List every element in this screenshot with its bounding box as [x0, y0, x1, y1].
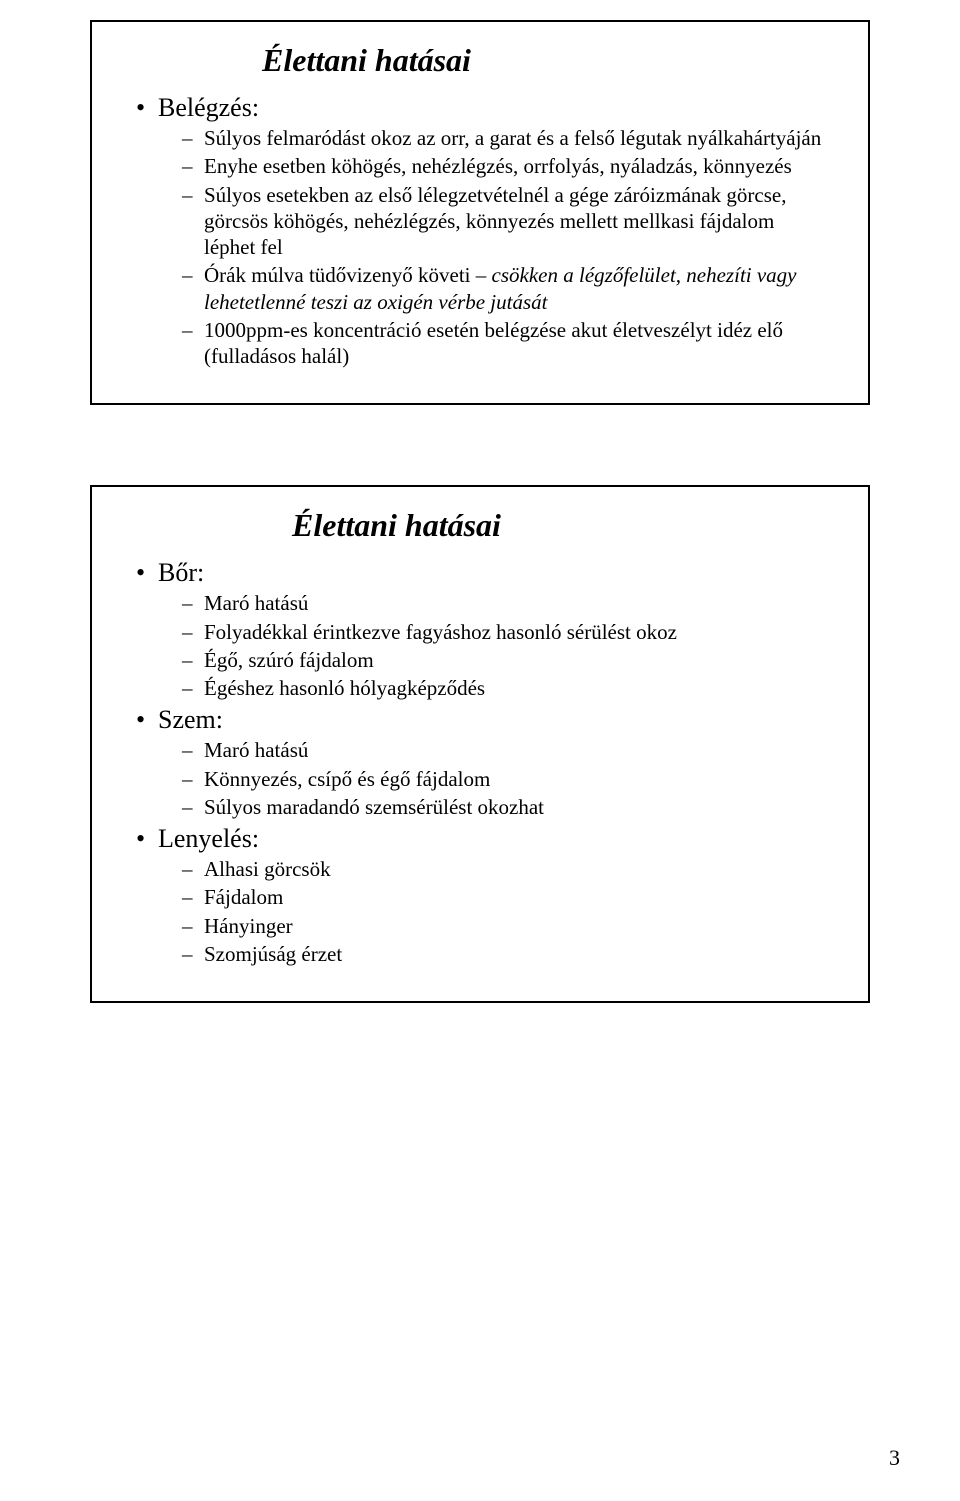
- section-heading: Szem: Maró hatású Könnyezés, csípő és ég…: [132, 705, 828, 820]
- list-item: Súlyos maradandó szemsérülést okozhat: [182, 794, 828, 820]
- list-item: Égéshez hasonló hólyagképződés: [182, 675, 828, 701]
- sub-list: Maró hatású Folyadékkal érintkezve fagyá…: [158, 590, 828, 701]
- page-number: 3: [889, 1445, 900, 1471]
- slide-1-title: Élettani hatásai: [262, 42, 828, 79]
- list-item: Maró hatású: [182, 737, 828, 763]
- list-item: Égő, szúró fájdalom: [182, 647, 828, 673]
- section-heading-text: Belégzés:: [158, 93, 259, 122]
- slide-2: Élettani hatásai Bőr: Maró hatású Folyad…: [90, 485, 870, 1003]
- list-item: Órák múlva tüdővizenyő követi – csökken …: [182, 262, 828, 315]
- list-item: Fájdalom: [182, 884, 828, 910]
- list-item: Könnyezés, csípő és égő fájdalom: [182, 766, 828, 792]
- section-heading-text: Bőr:: [158, 558, 204, 587]
- list-item: Hányinger: [182, 913, 828, 939]
- section-heading: Belégzés: Súlyos felmaródást okoz az orr…: [132, 93, 828, 369]
- section-heading-text: Lenyelés:: [158, 824, 259, 853]
- sub-list: Alhasi görcsök Fájdalom Hányinger Szomjú…: [158, 856, 828, 967]
- list-item: Súlyos felmaródást okoz az orr, a garat …: [182, 125, 828, 151]
- section-heading: Lenyelés: Alhasi görcsök Fájdalom Hányin…: [132, 824, 828, 967]
- list-item: Folyadékkal érintkezve fagyáshoz hasonló…: [182, 619, 828, 645]
- slide-1-list: Belégzés: Súlyos felmaródást okoz az orr…: [132, 93, 828, 369]
- sub-list: Maró hatású Könnyezés, csípő és égő fájd…: [158, 737, 828, 820]
- list-item: Maró hatású: [182, 590, 828, 616]
- list-item: 1000ppm-es koncentráció esetén belégzése…: [182, 317, 828, 370]
- list-item: Súlyos esetekben az első lélegzetvételné…: [182, 182, 828, 261]
- section-heading-text: Szem:: [158, 705, 223, 734]
- slide-2-title: Élettani hatásai: [292, 507, 828, 544]
- list-item: Szomjúság érzet: [182, 941, 828, 967]
- list-item: Alhasi görcsök: [182, 856, 828, 882]
- sub-list: Súlyos felmaródást okoz az orr, a garat …: [158, 125, 828, 369]
- list-item-plain: Órák múlva tüdővizenyő követi –: [204, 263, 492, 287]
- section-heading: Bőr: Maró hatású Folyadékkal érintkezve …: [132, 558, 828, 701]
- slide-2-list: Bőr: Maró hatású Folyadékkal érintkezve …: [132, 558, 828, 967]
- list-item: Enyhe esetben köhögés, nehézlégzés, orrf…: [182, 153, 828, 179]
- slide-1: Élettani hatásai Belégzés: Súlyos felmar…: [90, 20, 870, 405]
